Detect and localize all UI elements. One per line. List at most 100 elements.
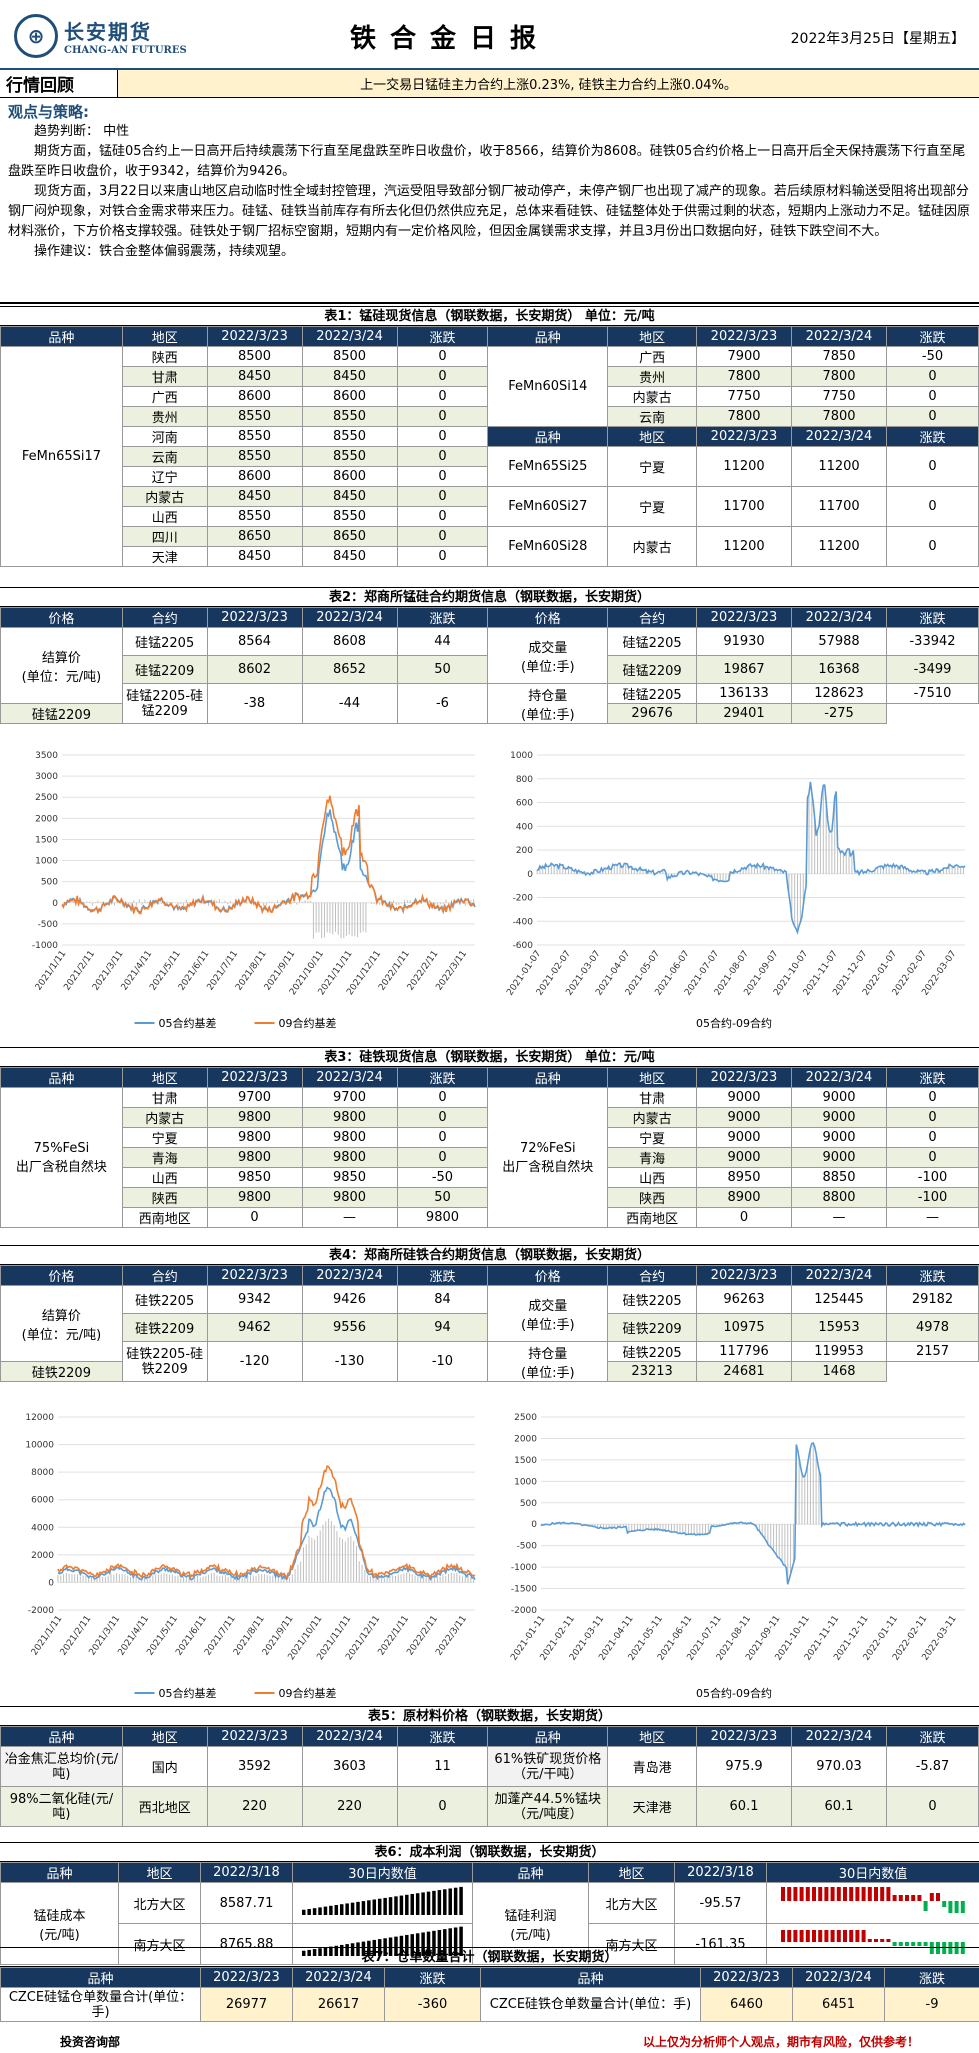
table-cell: 0: [886, 486, 979, 527]
table-cell: 0: [396, 1107, 489, 1128]
mini-bar: [356, 1901, 360, 1915]
mini-bar: [836, 1887, 841, 1901]
mini-bar: [867, 1939, 872, 1942]
y-tick-label: -1500: [511, 1585, 537, 1595]
mini-bar: [942, 1901, 947, 1907]
mini-bar: [329, 1905, 333, 1915]
table-cell: 8652: [301, 655, 398, 684]
table-cell: 9800: [206, 1107, 303, 1128]
mini-bar: [898, 1942, 903, 1946]
table-cell: 硅铁2205: [121, 1285, 208, 1314]
mini-bar: [781, 1930, 785, 1942]
mini-bar: [448, 1888, 452, 1915]
table-cell: -100: [886, 1167, 979, 1188]
table2: 价格 合约 2022/3/23 2022/3/24 涨跌 价格 合约 2022/3/23 202…: [0, 607, 979, 724]
mini-bar: [443, 1889, 447, 1915]
table-cell: 125445: [791, 1285, 888, 1314]
legend-label-spread: 05合约-09合约: [696, 1686, 772, 1700]
table-cell: 9800: [206, 1127, 303, 1148]
table-cell: 内蒙古: [607, 1107, 698, 1128]
table-cell: 0: [886, 1147, 979, 1168]
table-cell: 7800: [791, 366, 888, 387]
table-cell: 0: [886, 1107, 979, 1128]
table-cell: 山西: [121, 1167, 208, 1188]
mini-bar: [334, 1905, 339, 1915]
table-cell: 84: [396, 1285, 489, 1314]
mini-bar: [399, 1895, 404, 1915]
mini-bar: [929, 1893, 934, 1901]
table-row: 75%FeSi 出厂含税自然块 甘肃 9700 9700 0 72%FeSi 出厂含税自然块甘…: [0, 1087, 979, 1228]
y-tick-label: 2000: [31, 1551, 54, 1561]
table-cell: 11700: [696, 486, 793, 527]
mini-bar: [886, 1887, 891, 1901]
mini-bar: [410, 1894, 414, 1915]
table-cell: 15953: [791, 1313, 888, 1342]
table7: 品种 2022/3/23 2022/3/24 涨跌 品种 2022/3/23 2022/3/…: [0, 1967, 979, 2022]
mini-bar: [443, 1929, 447, 1956]
table4-section: 表4：郑商所硅铁合约期货信息（钢联数据，长安期货） 价格 合约 2022/3/23 2…: [0, 1245, 979, 1382]
legend-label-05: 05合约基差: [159, 1016, 217, 1030]
column-header: 2022/3/24: [301, 607, 398, 628]
mini-bar: [880, 1939, 885, 1942]
table-cell: FeMn60Si27: [487, 486, 609, 527]
table-cell: -120: [206, 1341, 303, 1382]
mini-bar: [892, 1895, 897, 1901]
mini-bar: [799, 1930, 804, 1942]
column-header: 地区: [121, 1067, 208, 1088]
cost-mini-chart: [302, 1886, 463, 1915]
y-tick-label: -600: [513, 941, 534, 951]
mini-bar: [323, 1906, 328, 1915]
mini-bar: [948, 1942, 953, 1954]
table-cell: 0: [396, 1127, 489, 1148]
table-cell: 辽宁: [121, 466, 208, 487]
table-cell: 冶金焦汇总均价(元/吨): [0, 1746, 123, 1787]
table-cell: -6: [396, 683, 489, 724]
y-tick-label: 400: [516, 822, 533, 832]
column-header: 地区: [118, 1862, 201, 1883]
cost-sparkline: [292, 1882, 473, 1924]
mini-bar: [799, 1887, 804, 1901]
cost-label: 锰硅成本 (元/吨): [0, 1882, 119, 1965]
y-tick-label: 1000: [510, 751, 533, 761]
table-cell: 11200: [791, 526, 888, 567]
y-tick-label: 600: [516, 799, 533, 809]
mini-bar: [437, 1890, 442, 1915]
oi-label-text: (单位:手): [521, 1365, 575, 1381]
column-header: 30日内数值: [766, 1862, 979, 1883]
y-tick-label: 4000: [31, 1523, 54, 1533]
table-cell: 8602: [206, 655, 303, 684]
table-cell: 8600: [301, 466, 398, 487]
table-row: 内蒙古 8450 8450 0 FeMn60Si27 宁夏 11700 11700 0: [1, 486, 979, 527]
footer: 投资咨询部 以上仅为分析师个人观点，期市有风险，仅供参考！: [0, 2033, 979, 2053]
table-cell: -5.87: [886, 1746, 979, 1787]
y-tick-label: 500: [41, 878, 58, 888]
column-header: 2022/3/23: [700, 1967, 793, 1988]
table-cell: 220: [301, 1786, 398, 1827]
table-row: 结算价 (单位：元/吨) 硅铁2205 9342 9426 84 成交量 (单位:手) 硅铁22…: [0, 1285, 979, 1362]
table-cell: 8500: [206, 346, 303, 367]
chart-fesi-basis: 120001000080006000400020000-20002021/1/1…: [25, 1413, 476, 1700]
table-cell: 60.1: [791, 1786, 888, 1827]
table-cell: 0: [396, 366, 489, 387]
y-tick-label: -500: [517, 1542, 538, 1552]
mini-bar: [307, 1908, 311, 1915]
column-header: 2022/3/23: [206, 1265, 303, 1286]
table-cell: 硅铁2205: [607, 1341, 698, 1362]
logo-en: CHANG-AN FUTURES: [64, 45, 187, 56]
table-cell: 61%铁矿现货价格（元/干吨）: [487, 1746, 609, 1787]
y-tick-label: 2500: [514, 1413, 537, 1423]
table-cell: 硅锰2205-硅锰2209: [121, 683, 208, 724]
table-cell: CZCE硅锰仓单数量合计(单位：手): [0, 1987, 201, 2022]
spot-paragraph: 现货方面，3月22日以来唐山地区启动临时性全域封控管理，汽运受阻导致部分钢厂被动…: [8, 184, 971, 239]
column-header: 品种: [0, 326, 123, 347]
oi-label: 持仓量 (单位:手): [487, 1341, 609, 1382]
table-cell: 26617: [292, 1987, 385, 2022]
footer-dept: 投资咨询部: [60, 2035, 121, 2049]
column-header: 2022/3/24: [791, 1726, 888, 1747]
mini-bar: [861, 1930, 866, 1942]
mini-bar: [459, 1886, 463, 1915]
profit-mini-chart: [781, 1930, 965, 1954]
column-header: 品种: [472, 1862, 589, 1883]
table-cell: -275: [791, 703, 888, 724]
table-cell: 9850: [301, 1167, 398, 1188]
